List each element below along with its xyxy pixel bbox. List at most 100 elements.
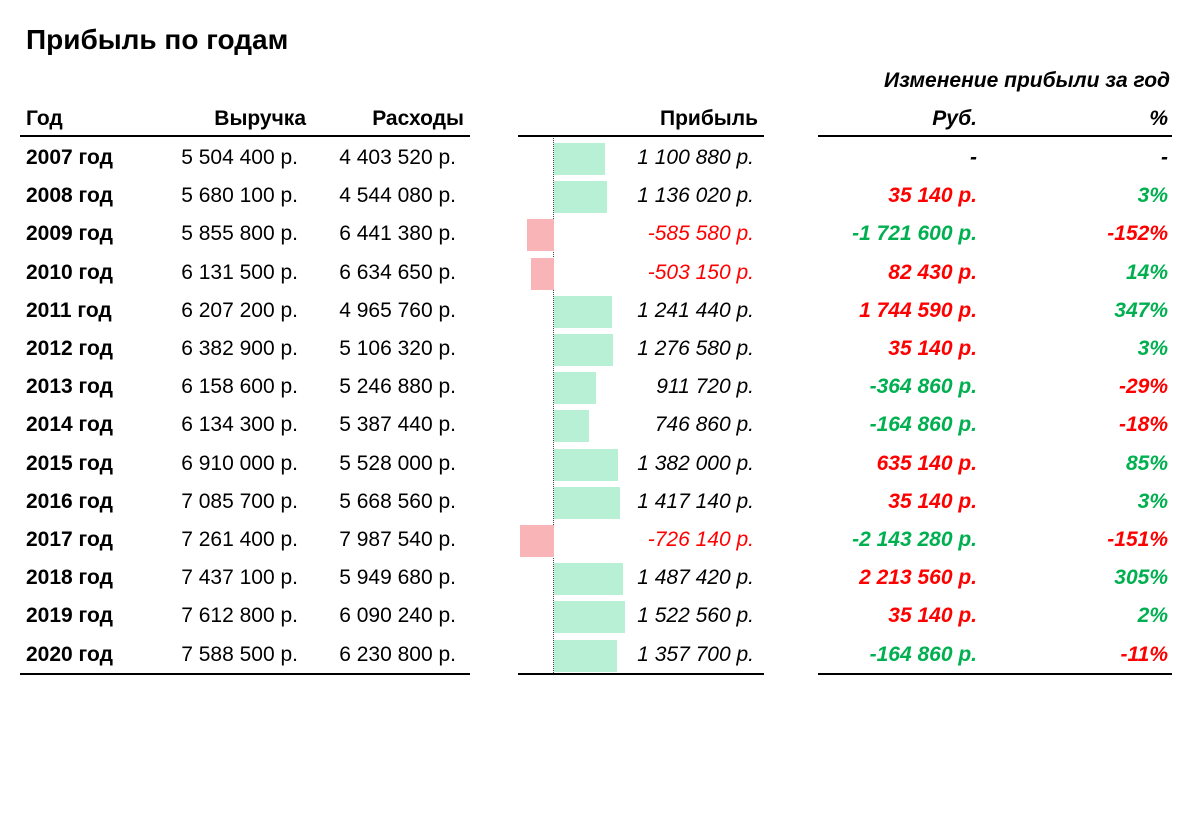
- revenue-cell: 5 855 800 р.: [181, 222, 298, 246]
- change-pct-cell: -18%: [1118, 413, 1168, 437]
- year-cell: 2019 год: [26, 604, 113, 628]
- table-row: 2010 год 6 131 500 р. 6 634 650 р. -503 150…: [0, 254, 1200, 292]
- profit-bar: [554, 563, 623, 596]
- expenses-cell: 5 106 320 р.: [339, 337, 456, 360]
- footer-divider-change: [818, 673, 1172, 675]
- year-cell: 2011 год: [26, 298, 112, 322]
- change-rub-cell: -164 860 р.: [869, 642, 977, 666]
- revenue-cell: 5 504 400 р.: [181, 146, 298, 169]
- year-cell: 2018 год: [26, 566, 113, 590]
- year-cell: 2010 год: [26, 260, 113, 284]
- profit-bar: [531, 257, 554, 290]
- footer-divider-profit: [518, 673, 764, 675]
- change-rub-cell: 35 140 р.: [888, 489, 977, 513]
- change-pct-cell: 305%: [1114, 566, 1168, 590]
- page-title: Прибыль по годам: [26, 24, 289, 55]
- profit-bar: [554, 410, 589, 443]
- change-rub-cell: 35 140 р.: [888, 337, 977, 360]
- profit-cell: 1 522 560 р.: [637, 604, 754, 628]
- header-expenses: Расходы: [372, 107, 464, 130]
- profit-cell: 1 487 420 р.: [637, 566, 754, 590]
- change-pct-cell: 85%: [1125, 451, 1168, 475]
- revenue-cell: 6 207 200 р.: [181, 298, 298, 322]
- revenue-cell: 6 910 000 р.: [181, 451, 298, 475]
- change-pct-cell: 2%: [1137, 604, 1168, 628]
- header-revenue: Выручка: [214, 107, 306, 130]
- revenue-cell: 5 680 100 р.: [181, 184, 298, 208]
- year-cell: 2014 год: [26, 413, 113, 437]
- revenue-cell: 6 134 300 р.: [181, 413, 298, 437]
- expenses-cell: 4 403 520 р.: [339, 146, 456, 169]
- profit-cell: -503 150 р.: [647, 260, 754, 284]
- table-row: 2007 год 5 504 400 р. 4 403 520 р. 1 100 88…: [0, 139, 1200, 177]
- change-pct-cell: -152%: [1107, 222, 1168, 246]
- change-pct-cell: 14%: [1125, 260, 1168, 284]
- expenses-cell: 6 634 650 р.: [339, 260, 456, 284]
- revenue-cell: 6 382 900 р.: [181, 337, 298, 360]
- change-pct-cell: -29%: [1118, 375, 1168, 399]
- expenses-cell: 5 387 440 р.: [339, 413, 456, 437]
- table-row: 2019 год 7 612 800 р. 6 090 240 р. 1 522 56…: [0, 597, 1200, 635]
- change-pct-cell: 3%: [1137, 184, 1168, 208]
- change-rub-cell: 635 140 р.: [876, 451, 977, 475]
- header-divider-profit: [518, 135, 764, 137]
- profit-bar: [527, 219, 554, 252]
- change-rub-cell: -364 860 р.: [869, 375, 977, 399]
- expenses-cell: 4 544 080 р.: [339, 184, 456, 208]
- revenue-cell: 7 612 800 р.: [181, 604, 298, 628]
- table-row: 2013 год 6 158 600 р. 5 246 880 р. 911 720 …: [0, 368, 1200, 406]
- expenses-cell: 6 230 800 р.: [339, 642, 456, 666]
- profit-bar: [554, 486, 620, 519]
- expenses-cell: 5 949 680 р.: [339, 566, 456, 590]
- revenue-cell: 6 158 600 р.: [181, 375, 298, 399]
- header-divider-left: [20, 135, 470, 137]
- revenue-cell: 7 437 100 р.: [181, 566, 298, 590]
- year-cell: 2009 год: [26, 222, 113, 246]
- profit-bar: [554, 295, 612, 328]
- year-cell: 2012 год: [26, 337, 113, 360]
- change-section-title: Изменение прибыли за год: [883, 69, 1170, 92]
- profit-cell: 1 357 700 р.: [637, 642, 754, 666]
- change-rub-cell: -164 860 р.: [869, 413, 977, 437]
- revenue-cell: 6 131 500 р.: [181, 260, 298, 284]
- table-row: 2011 год 6 207 200 р. 4 965 760 р. 1 241 44…: [0, 292, 1200, 330]
- year-cell: 2017 год: [26, 528, 113, 551]
- change-rub-cell: 35 140 р.: [888, 184, 977, 208]
- revenue-cell: 7 261 400 р.: [181, 528, 298, 551]
- table-row: 2008 год 5 680 100 р. 4 544 080 р. 1 136 02…: [0, 177, 1200, 215]
- table-row: 2018 год 7 437 100 р. 5 949 680 р. 1 487 42…: [0, 559, 1200, 597]
- year-cell: 2007 год: [26, 146, 113, 169]
- change-pct-cell: 3%: [1137, 337, 1168, 360]
- change-rub-cell: -2 143 280 р.: [852, 528, 977, 551]
- table-row: 2009 год 5 855 800 р. 6 441 380 р. -585 580…: [0, 215, 1200, 253]
- profit-cell: 1 276 580 р.: [637, 337, 754, 360]
- year-cell: 2020 год: [26, 642, 113, 666]
- expenses-cell: 4 965 760 р.: [339, 298, 456, 322]
- expenses-cell: 7 987 540 р.: [339, 528, 456, 551]
- profit-cell: 746 860 р.: [654, 413, 754, 437]
- profit-cell: 1 241 440 р.: [637, 298, 754, 322]
- revenue-cell: 7 588 500 р.: [181, 642, 298, 666]
- change-rub-cell: 82 430 р.: [888, 260, 977, 284]
- profit-bar: [554, 181, 607, 214]
- profit-cell: 1 417 140 р.: [637, 489, 754, 513]
- profit-bar: [554, 639, 617, 672]
- profit-cell: 1 100 880 р.: [637, 146, 754, 169]
- profit-bar: [554, 601, 625, 634]
- expenses-cell: 6 090 240 р.: [339, 604, 456, 628]
- year-cell: 2016 год: [26, 489, 113, 513]
- profit-bar: [554, 372, 596, 405]
- header-change-pct: %: [1149, 107, 1168, 130]
- table-row: 2015 год 6 910 000 р. 5 528 000 р. 1 382 00…: [0, 445, 1200, 483]
- table-row: 2012 год 6 382 900 р. 5 106 320 р. 1 276 58…: [0, 330, 1200, 368]
- change-rub-cell: 35 140 р.: [888, 604, 977, 628]
- profit-cell: 911 720 р.: [656, 375, 754, 399]
- table-row: 2017 год 7 261 400 р. 7 987 540 р. -726 140…: [0, 521, 1200, 559]
- expenses-cell: 6 441 380 р.: [339, 222, 456, 246]
- year-cell: 2015 год: [26, 451, 113, 475]
- header-change-rub: Руб.: [932, 107, 977, 130]
- change-pct-cell: 3%: [1137, 489, 1168, 513]
- change-rub-cell: 2 213 560 р.: [859, 566, 977, 590]
- expenses-cell: 5 528 000 р.: [339, 451, 456, 475]
- change-pct-cell: 347%: [1114, 298, 1168, 322]
